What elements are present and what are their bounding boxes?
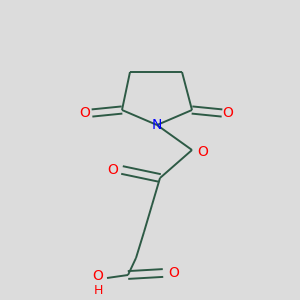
Text: O: O bbox=[222, 106, 233, 120]
Text: O: O bbox=[79, 106, 90, 120]
Text: O: O bbox=[197, 145, 208, 159]
Text: O: O bbox=[92, 269, 103, 283]
Text: O: O bbox=[168, 266, 179, 280]
Text: H: H bbox=[93, 284, 103, 296]
Text: O: O bbox=[107, 163, 118, 177]
Text: N: N bbox=[152, 118, 162, 132]
